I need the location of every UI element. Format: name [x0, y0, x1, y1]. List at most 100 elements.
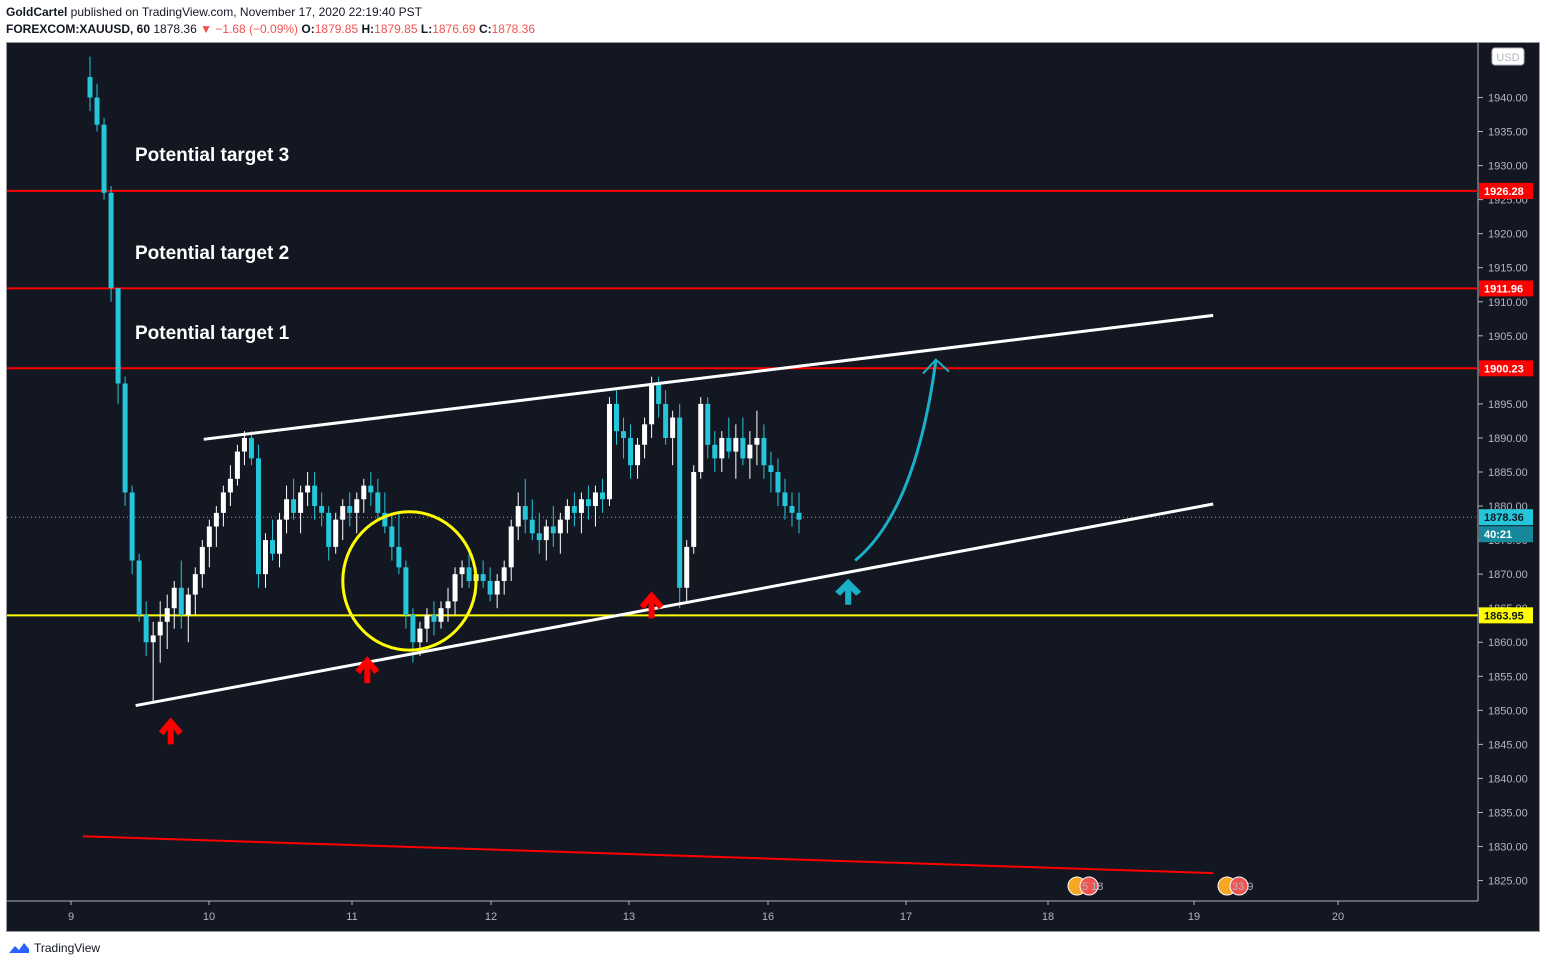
candle-body	[796, 512, 802, 520]
candle-body	[712, 444, 718, 459]
trend-line	[82, 835, 1214, 875]
candle-body	[684, 546, 690, 588]
time-tick-label: 17	[900, 911, 912, 923]
candle-body	[284, 499, 290, 520]
highlight-circle	[341, 510, 478, 652]
candle-body	[417, 628, 423, 643]
candle-body	[298, 492, 304, 513]
candle-body	[270, 540, 276, 554]
price-tick-label: 1870.00	[1488, 569, 1528, 581]
event-badge-count: 5 18	[1082, 881, 1103, 893]
level-tag-value: 1911.96	[1484, 283, 1523, 295]
price-tick-label: 1845.00	[1488, 739, 1528, 751]
time-tick-label: 12	[485, 911, 497, 923]
open-value: 1879.85	[314, 22, 359, 36]
candle-body	[312, 485, 318, 507]
low-value: 1876.69	[432, 22, 476, 36]
price-tick-label: 1890.00	[1488, 433, 1528, 445]
publisher-name[interactable]: GoldCartel	[6, 5, 68, 19]
time-tick-label: 11	[346, 911, 357, 923]
candle-body	[761, 437, 767, 466]
target-annotation: Potential target 2	[135, 243, 289, 264]
price-tick-label: 1895.00	[1488, 399, 1528, 411]
support-bounce-arrow	[639, 591, 664, 619]
channel-line	[135, 502, 1214, 708]
chart-background	[7, 43, 1539, 931]
time-tick-label: 19	[1188, 911, 1200, 923]
candle-body	[452, 574, 458, 602]
candle-body	[424, 615, 430, 629]
tradingview-brand[interactable]: TradingView	[8, 941, 100, 955]
candle-body	[508, 526, 514, 568]
candle-body	[164, 608, 170, 622]
tradingview-logo-icon	[9, 943, 29, 953]
candle-body	[698, 403, 704, 472]
candle-body	[431, 615, 437, 622]
candle-body	[115, 288, 121, 384]
candle-body	[571, 506, 577, 513]
candle-body	[670, 417, 676, 438]
candle-body	[171, 587, 177, 609]
price-chart[interactable]: 1825.00 1830.00 1835.00 1840.00 1845.00 1850.…	[7, 43, 1539, 931]
candle-body	[522, 506, 528, 520]
candle-body	[396, 546, 402, 568]
candle-body	[389, 526, 395, 547]
candle-body	[592, 492, 598, 507]
currency-box[interactable]	[1491, 47, 1525, 66]
event-badge-count: 33 9	[1232, 881, 1253, 893]
candle-body	[599, 492, 605, 500]
candle-body	[628, 437, 634, 466]
candle-body	[768, 465, 774, 472]
candle-body	[789, 506, 795, 513]
event-flag-icon[interactable]	[1079, 876, 1099, 896]
chart-header: GoldCartel published on TradingView.com,…	[0, 0, 1546, 42]
target-annotation: Potential target 3	[135, 145, 289, 166]
candle-body	[220, 492, 226, 513]
candle-body	[529, 519, 535, 534]
candle-body	[635, 444, 641, 466]
price-tick-label: 1915.00	[1488, 263, 1528, 275]
symbol-label: FOREXCOM:XAUUSD, 60	[6, 22, 151, 36]
candle-body	[361, 485, 367, 500]
price-tick-label: 1885.00	[1488, 467, 1528, 479]
projection-curve	[854, 359, 938, 562]
level-tag-value: 1863.95	[1484, 610, 1524, 622]
time-tick-label: 16	[762, 911, 774, 923]
candle-body	[263, 540, 268, 575]
candle-body	[333, 519, 339, 547]
candle-body	[368, 485, 374, 493]
close-value: 1878.36	[491, 22, 535, 36]
candle-body	[206, 526, 212, 547]
time-tick-label: 10	[203, 911, 215, 923]
candle-body	[536, 533, 542, 541]
current-price-tag	[1479, 509, 1533, 526]
candle-body	[543, 526, 549, 541]
candle-body	[255, 458, 261, 575]
candle-body	[621, 431, 627, 438]
candle-body	[101, 124, 107, 193]
candle-body	[192, 574, 198, 595]
candle-body	[157, 621, 163, 636]
candle-body	[178, 587, 184, 615]
support-bounce-arrow	[158, 717, 183, 745]
level-tag-1926.28	[1479, 182, 1533, 199]
candle-body	[410, 615, 416, 643]
chart-footer: TradingView	[0, 932, 1546, 968]
candle-body	[136, 560, 142, 615]
candle-body	[227, 478, 233, 493]
candle-body	[382, 512, 388, 527]
candle-body	[108, 192, 114, 289]
candle-body	[375, 492, 381, 513]
price-tick-label: 1855.00	[1488, 671, 1528, 683]
candle-body	[326, 512, 332, 547]
candle-body	[354, 499, 360, 513]
candle-body	[501, 567, 507, 581]
event-flag-icon[interactable]	[1229, 876, 1249, 896]
price-tick-label: 1840.00	[1488, 773, 1528, 785]
candle-body	[445, 601, 451, 609]
time-tick-label: 13	[623, 911, 635, 923]
candle-body	[494, 580, 500, 595]
candle-body	[241, 437, 247, 452]
price-tick-label: 1860.00	[1488, 637, 1528, 649]
candle-body	[564, 506, 570, 520]
